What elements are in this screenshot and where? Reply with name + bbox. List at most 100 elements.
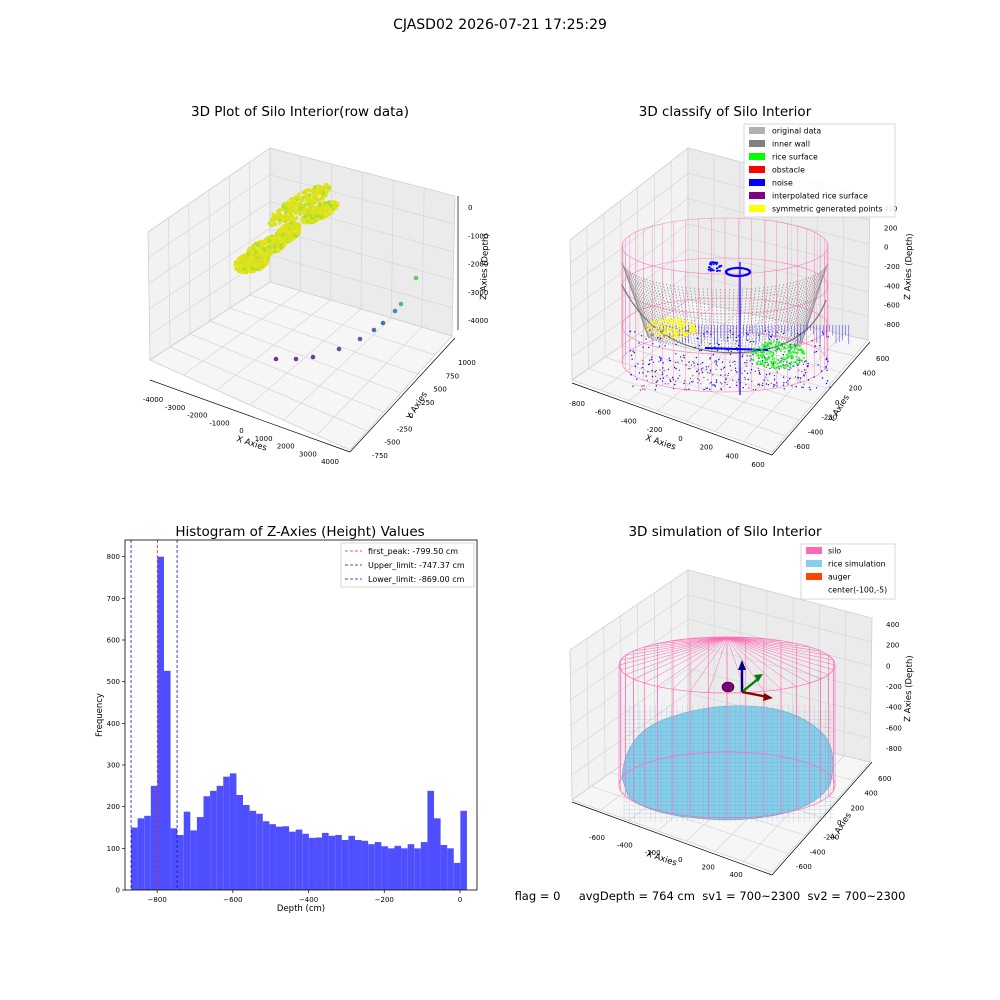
histogram-bar [387,848,395,890]
plot4-legend: silo rice simulation auger center(-100,-5) [800,543,896,600]
histogram-bar [216,785,224,890]
plot2-ylabel: Y Axies [827,393,853,426]
plot4-legend-label: center(-100,-5) [828,586,887,595]
histogram-bar [361,840,369,890]
histogram-bar [315,837,323,890]
plot1-x-tick: 4000 [321,458,339,466]
plot4-rice-simulation-surface [621,705,834,822]
plot4-legend-label: auger [828,573,851,582]
plot4-silo-front-wireframe [618,665,836,819]
plot4-y-tick: -600 [796,863,812,871]
legend-swatch [806,573,822,580]
plot1-scattered-points [273,275,419,362]
histogram-ylabel: Frequency [95,693,105,737]
histogram-bar [447,848,454,890]
plot4-z-tick: 400 [886,621,899,629]
legend-swatch [749,179,765,186]
plot1-z-tick: -3000 [468,289,488,297]
plot2-z-tick: 0 [884,244,888,252]
histogram-y-tick: 800 [107,553,120,561]
plot2-y-tick: -600 [794,443,810,451]
histogram-bar [236,795,244,890]
histogram-bar [144,815,151,890]
histogram-bar [453,862,461,890]
plot4-x-tick: 200 [702,864,715,872]
legend-swatch [749,140,765,147]
histogram-bar [282,826,290,890]
plot2-x-tick: 0 [678,435,682,443]
plot4-zlabel: Z Axies (Depth) [903,655,915,722]
plot2-x-tick: -800 [569,400,585,408]
histogram-bar [170,828,178,890]
histogram-x-tick: −200 [375,896,394,904]
plot4-auger-arrows [721,660,773,701]
plot2-title: 3D classify of Silo Interior [638,104,812,120]
histogram-bar [368,844,375,890]
histogram-bar [150,785,158,890]
histogram-y-tick: 300 [107,762,120,770]
plot4-y-tick: 600 [878,775,891,783]
plot2-y-tick: 0 [835,399,839,407]
plot2-legend-label: obstacle [772,166,805,175]
plot1-x-tick: -1000 [209,419,229,427]
plot1-y-tick: 0 [409,412,413,420]
plot2-x-tick: 600 [751,461,764,469]
histogram-bar [381,846,388,890]
histogram-legend-label: Upper_limit: -747.37 cm [368,561,465,570]
histogram-bars [131,556,467,890]
status-line: flag = 0 avgDepth = 764 cm sv1 = 700~230… [505,889,915,903]
histogram-x-tick: 0 [458,896,462,904]
plot2-y-tick: 600 [876,355,889,363]
plot2-legend-label: symmetric generated points [772,205,883,214]
histogram-x-tick: −600 [223,896,242,904]
plot2-legend-label: interpolated rice surface [772,192,868,201]
histogram-bar [394,845,402,890]
histogram-bar [243,805,250,890]
plot1-x-tick: -4000 [143,396,163,404]
histogram-bar [131,827,138,890]
histogram-bar [269,824,276,890]
histogram-y-tick: 200 [107,803,120,811]
plot2-symmetric-points [646,317,698,339]
plot2-x-tick: -600 [595,409,611,417]
status-sv2: sv2 = 700~2300 [807,889,906,903]
plot1-y-tick: 1000 [458,359,476,367]
histogram-bar [256,813,263,890]
histogram-bar [137,818,145,890]
status-avg-depth: avgDepth = 764 cm [578,889,695,903]
plot1-x-ticks: -4000-3000-2000-1000 0 1000 2000 3000 4000 [143,396,339,466]
plot2-y-tick: 400 [862,370,875,378]
status-sv1: sv1 = 700~2300 [702,889,801,903]
histogram-bar [427,790,435,890]
plot4-legend-label: rice simulation [828,560,886,569]
plot4-xlabel: X Axies [645,849,678,868]
histogram-legend-label: first_peak: -799.50 cm [368,547,458,556]
legend-swatch [749,127,765,134]
histogram-bar [262,821,270,890]
status-flag: flag = 0 [514,889,561,903]
plot4-legend-label: silo [828,547,841,556]
plot1-z-tick: -4000 [468,317,488,325]
plot1-x-tick: 2000 [277,443,295,451]
histogram-title: Histogram of Z-Axies (Height) Values [175,524,425,540]
plot4-y-tick: 200 [851,804,864,812]
plot4-z-tick: -400 [886,704,902,712]
histogram-bar [401,848,408,890]
histogram-y-tick: 0 [116,887,120,895]
plot1-y-tick: 500 [433,386,446,394]
plot4-ylabel: Y Axies [829,811,855,844]
plot1-y-tick: 250 [421,399,434,407]
histogram-bar [460,810,467,890]
histogram-bar [414,848,421,890]
plot2-x-tick: -400 [621,417,637,425]
histogram-bar [407,844,415,890]
histogram-bar [183,811,191,890]
histogram-bar [440,845,448,890]
histogram-bar [196,817,204,890]
legend-swatch [806,560,822,567]
plot2-y-tick: -200 [821,414,837,422]
